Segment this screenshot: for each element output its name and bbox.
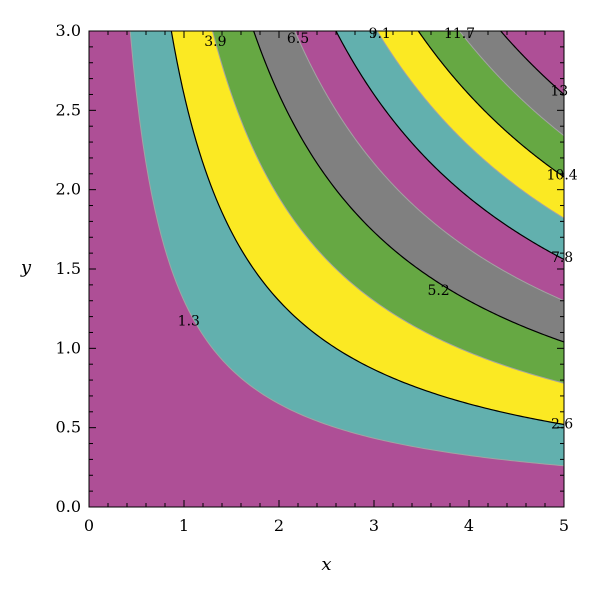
contour-line: [335, 31, 564, 261]
y-tick-label: 0.0: [56, 497, 81, 516]
contour-label: 11.7: [444, 26, 475, 42]
contour-label: 7.8: [551, 250, 573, 266]
y-tick-label: 2.5: [56, 100, 81, 119]
contour-label: 2.6: [551, 417, 573, 433]
y-tick-label: 0.5: [56, 418, 81, 437]
contour-labels: 1.3 2.6 3.9 5.2 6.5 7.8 9.1 10.4 11.7 13: [178, 26, 578, 432]
contour-lines: [129, 31, 564, 467]
contour-line: [253, 31, 564, 343]
x-tick-label: 5: [559, 516, 569, 535]
x-tick-label: 4: [464, 516, 474, 535]
y-tick-label: 1.5: [56, 259, 81, 278]
contour-line: [417, 31, 564, 178]
x-tick-label: 2: [274, 516, 284, 535]
y-axis-title: y: [20, 257, 32, 278]
x-tick-label: 1: [179, 516, 189, 535]
axes: 0 1 2 3 4 5 0.0 0.5 1.0 1.5 2.0 2.5 3.0 x y: [20, 21, 569, 575]
x-tick-label: 3: [369, 516, 379, 535]
y-tick-label: 3.0: [56, 21, 81, 40]
contour-bands: [89, 31, 564, 507]
contour-label: 9.1: [369, 26, 391, 42]
contour-label: 3.9: [204, 34, 226, 50]
contour-line: [376, 31, 564, 219]
contour-band: [500, 31, 564, 95]
y-tick-label: 1.0: [56, 338, 81, 357]
contour-label: 13: [550, 83, 568, 99]
x-axis-title: x: [321, 554, 331, 575]
contour-line: [459, 31, 564, 137]
contour-line: [500, 31, 564, 95]
contour-line: [294, 31, 564, 302]
contour-label: 6.5: [287, 31, 309, 47]
y-tick-label: 2.0: [56, 180, 81, 199]
contour-line: [212, 31, 564, 384]
contour-line: [129, 31, 564, 467]
contour-line: [170, 31, 564, 426]
contour-label: 5.2: [427, 283, 449, 299]
contour-label: 1.3: [178, 313, 200, 329]
contour-label: 10.4: [547, 167, 578, 183]
x-tick-label: 0: [84, 516, 94, 535]
